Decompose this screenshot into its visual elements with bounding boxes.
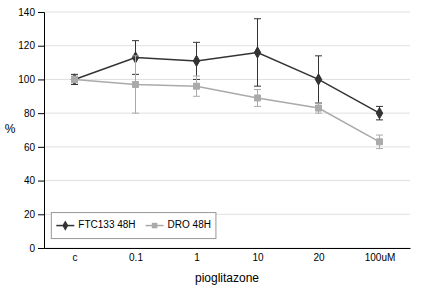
grid-line xyxy=(44,12,410,13)
point xyxy=(316,105,322,111)
x-axis: c 0.1 1 10 20 100uM xyxy=(45,249,411,264)
y-tick-label: 20 xyxy=(24,209,36,220)
point xyxy=(254,47,260,58)
error-bar xyxy=(254,19,261,86)
error-bar xyxy=(193,42,200,79)
series xyxy=(71,19,383,120)
point xyxy=(315,74,321,85)
plot-area: 0 20 40 60 80 100 120 140 c 0.1 1 10 20 100uM FTC133 4… xyxy=(18,7,410,263)
chart: 0 20 40 60 80 100 120 140 c 0.1 1 10 20 100uM FTC133 4… xyxy=(0,0,422,290)
y-tick-label: 100 xyxy=(18,74,35,85)
legend: FTC133 48H DRO 48H xyxy=(51,213,216,239)
point xyxy=(376,108,382,119)
point xyxy=(72,76,78,82)
legend-symbol xyxy=(152,223,157,228)
x-tick: 100uM xyxy=(365,252,396,263)
y-tick-label: 60 xyxy=(24,142,36,153)
x-tick-label: 100uM xyxy=(365,252,396,263)
error-bar xyxy=(71,74,78,84)
series-line xyxy=(75,79,380,141)
legend-entry: DRO 48H xyxy=(146,219,211,230)
x-tick-label: 10 xyxy=(252,252,264,263)
error-bar xyxy=(376,106,383,119)
error-bar xyxy=(254,90,261,107)
x-axis-line xyxy=(45,248,411,249)
y-tick-mark xyxy=(38,147,44,148)
y-tick: 80 xyxy=(24,108,44,119)
x-tick: 1 xyxy=(194,252,200,263)
y-tick: 0 xyxy=(29,243,44,254)
y-tick-mark xyxy=(38,113,44,114)
y-tick-label: 40 xyxy=(24,175,36,186)
x-tick: 20 xyxy=(313,252,325,263)
legend-frame xyxy=(51,213,216,239)
y-axis-line xyxy=(38,13,45,249)
legend-label: FTC133 48H xyxy=(78,219,135,230)
x-axis-title: pioglitazone xyxy=(195,271,259,285)
point xyxy=(255,95,261,101)
y-tick: 100 xyxy=(18,74,44,85)
grid xyxy=(44,12,410,248)
x-tick-label: 1 xyxy=(194,252,200,263)
grid-line xyxy=(44,45,410,46)
series xyxy=(71,56,383,149)
y-tick-label: 120 xyxy=(18,40,35,51)
grid-line xyxy=(44,248,410,249)
legend-entry: FTC133 48H xyxy=(56,219,135,230)
point xyxy=(133,81,139,87)
error-bar xyxy=(71,76,78,83)
y-tick-mark xyxy=(38,248,44,249)
error-bar xyxy=(193,76,200,96)
grid-line xyxy=(44,180,410,181)
error-bar xyxy=(315,56,322,103)
x-tick-label: 20 xyxy=(313,252,325,263)
y-axis: 0 20 40 60 80 100 120 140 xyxy=(18,7,44,254)
y-tick-label: 0 xyxy=(29,243,35,254)
x-tick-label: c xyxy=(73,252,78,263)
y-tick: 60 xyxy=(24,142,44,153)
y-tick: 40 xyxy=(24,175,44,186)
x-tick-label: 0.1 xyxy=(129,252,143,263)
grid-line xyxy=(44,113,410,114)
legend-label: DRO 48H xyxy=(168,219,211,230)
x-tick: c xyxy=(73,252,78,263)
point xyxy=(194,83,200,89)
grid-line xyxy=(44,79,410,80)
marks xyxy=(71,19,383,149)
legend-symbol xyxy=(62,220,68,230)
y-tick: 20 xyxy=(24,209,44,220)
x-tick: 10 xyxy=(252,252,264,263)
y-tick: 140 xyxy=(18,7,44,18)
y-tick-mark xyxy=(38,46,44,47)
y-axis-title: % xyxy=(5,122,16,136)
error-bar xyxy=(315,103,322,113)
y-tick-mark xyxy=(38,79,44,80)
y-tick-label: 140 xyxy=(18,7,35,18)
y-tick: 120 xyxy=(18,40,44,51)
y-tick-mark xyxy=(38,181,44,182)
y-tick-label: 80 xyxy=(24,108,36,119)
point xyxy=(193,55,199,66)
x-tick: 0.1 xyxy=(129,252,143,263)
error-bar xyxy=(132,56,139,113)
y-tick-mark xyxy=(38,12,44,13)
point xyxy=(377,139,383,145)
y-tick-mark xyxy=(38,214,44,215)
error-bar xyxy=(376,135,383,148)
grid-line xyxy=(44,146,410,147)
point xyxy=(71,74,77,85)
